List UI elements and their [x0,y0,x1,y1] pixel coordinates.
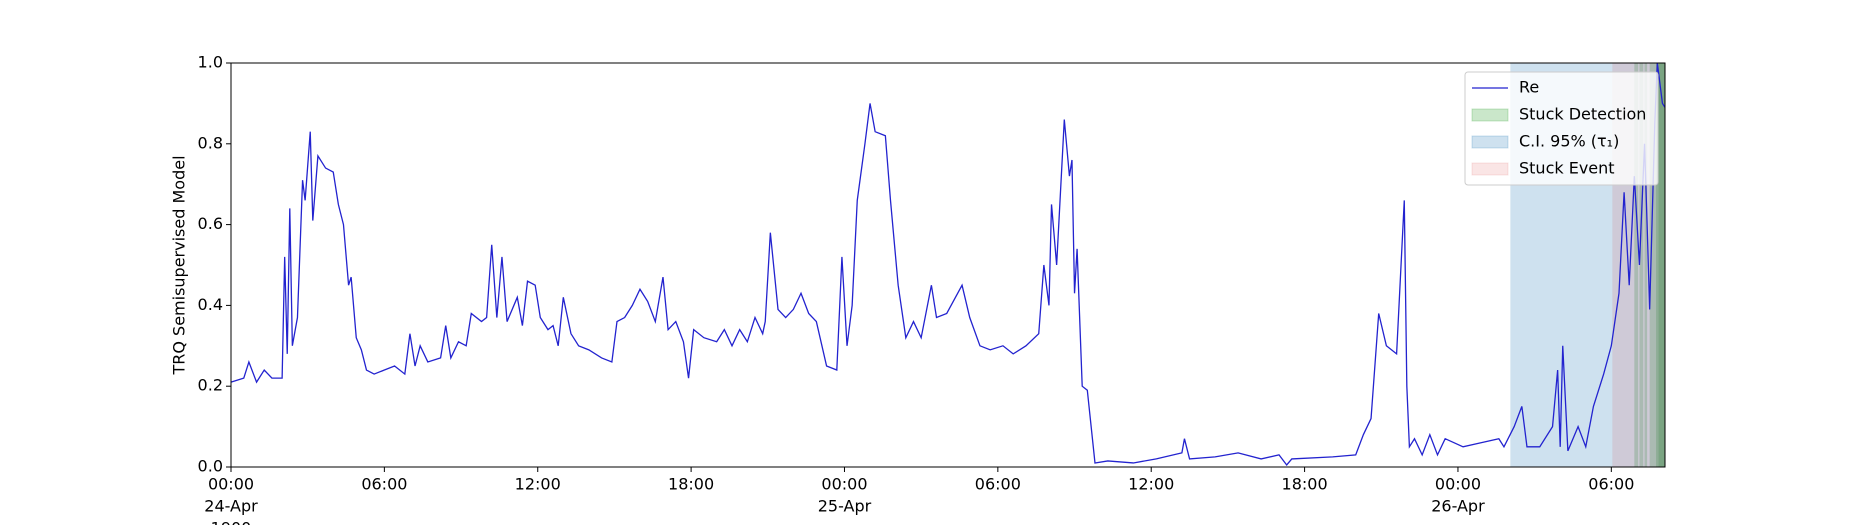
x-tick-label: 00:00 [1435,475,1481,494]
x-date-label: 24-Apr [204,497,258,516]
span [1639,63,1644,467]
legend: Re Stuck Detection C.I. 95% (τ₁) Stuck Even… [1464,71,1659,186]
x-tick-label: 00:00 [208,475,254,494]
y-tick-label: 0.8 [198,133,223,152]
y-tick-label: 0.0 [198,457,223,476]
legend-label: C.I. 95% (τ₁) [1519,132,1619,151]
y-tick-label: 0.2 [198,376,223,395]
x-tick-label: 12:00 [515,475,561,494]
span [1658,63,1665,467]
legend-patch [1471,135,1509,149]
span [1656,63,1665,467]
legend-box [1464,71,1659,186]
x-tick-label: 06:00 [361,475,407,494]
y-tick-label: 1.0 [198,53,223,72]
y-tick-label: 0.6 [198,214,223,233]
x-tick-label: 00:00 [821,475,867,494]
plot-frame [230,62,1666,468]
x-date-label: 26-Apr [1431,497,1485,516]
data-line [230,62,1666,467]
legend-patch [1471,162,1509,176]
x-date-label: 25-Apr [818,497,872,516]
x-tick-label: 18:00 [1282,475,1328,494]
x-tick-label: 12:00 [1128,475,1174,494]
x-tick-label: 06:00 [1588,475,1634,494]
y-tick-label: 0.4 [198,295,223,314]
x-tick-label: 18:00 [668,475,714,494]
y-axis-label: TRQ Semisupervised Model [170,155,189,375]
span [1634,63,1639,467]
x-year-label: 1900 [211,519,252,525]
legend-label: Re [1519,78,1539,97]
x-tick-label: 06:00 [975,475,1021,494]
legend-label: Stuck Detection [1519,105,1646,124]
legend-label: Stuck Event [1519,159,1615,178]
legend-patch [1471,108,1509,122]
span [1644,63,1648,467]
